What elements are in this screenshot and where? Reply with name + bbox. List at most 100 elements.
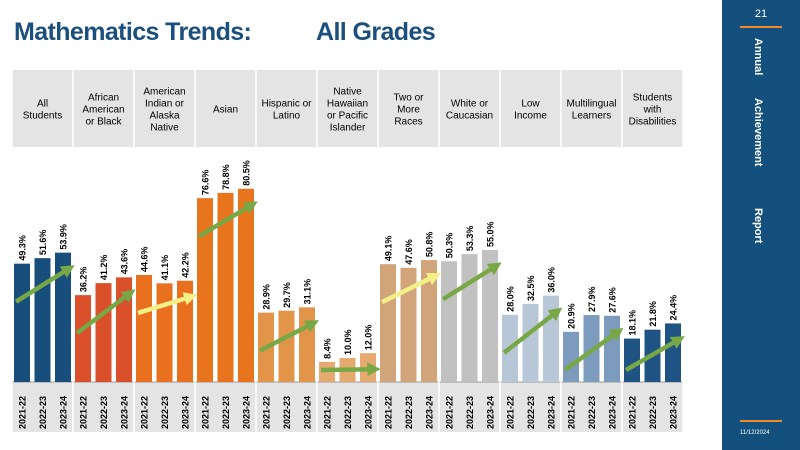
trend-arrow [441,262,502,302]
year-label: 2021-22 [384,396,394,429]
bar [461,254,478,382]
value-label: 80.5% [242,160,252,186]
year-label: 2023-24 [120,396,130,429]
group-label: Indian or [145,99,185,110]
group-label: Asian [213,105,238,116]
value-label: 18.1% [628,310,638,336]
group-label: or Black [85,117,122,128]
year-label: 2021-22 [567,396,577,429]
value-label: 41.2% [99,255,109,281]
group-label: Native [150,123,179,134]
value-label: 28.9% [262,284,272,310]
year-label: 2022-23 [99,396,109,429]
year-label: 2023-24 [303,396,313,429]
year-label: 2023-24 [547,396,557,429]
group-label: with [643,105,662,116]
group-label: Hawaiian [327,99,368,110]
value-label: 20.9% [567,303,577,329]
value-label: 36.0% [547,267,557,293]
year-label: 2022-23 [404,396,414,429]
year-label: 2022-23 [343,396,353,429]
value-label: 53.9% [59,224,69,250]
value-label: 42.2% [181,252,191,278]
bar [421,260,437,382]
value-label: 78.8% [221,164,231,190]
trend-arrow [75,289,136,335]
year-label: 2021-22 [18,396,28,429]
group-label: More [397,105,420,116]
group-label: Learners [572,111,611,122]
bar [75,295,91,382]
page-title: Mathematics Trends: All Grades [14,18,436,54]
trend-arrow [381,273,442,305]
value-label: 29.7% [282,282,292,308]
bar [177,280,193,382]
value-label: 47.6% [404,239,414,265]
trend-arrow [137,292,198,316]
bar [604,315,620,382]
value-label: 28.0% [506,286,516,312]
year-label: 2022-23 [465,396,475,429]
year-label: 2021-22 [445,396,455,429]
bar [299,307,315,382]
trend-arrow [258,320,320,353]
sidebar-word-annual: Annual [752,38,764,76]
bar-chart: AllStudents49.3%2021-2251.6%2022-2353.9%… [11,70,685,432]
bar [197,198,213,382]
trend-arrow [197,201,258,239]
year-label: 2023-24 [608,396,618,429]
bar [624,338,640,382]
year-label: 2022-23 [526,396,536,429]
year-label: 2022-23 [160,396,170,429]
bar [400,267,417,382]
group-label: American [143,87,185,98]
year-label: 2021-22 [262,396,272,429]
value-label: 49.1% [384,236,394,262]
year-label: 2022-23 [38,396,48,429]
value-label: 44.6% [140,246,150,272]
bar [136,274,152,382]
group-label: Races [394,117,422,128]
group-label: Students [23,111,62,122]
year-label: 2021-22 [323,396,333,429]
value-label: 55.0% [486,221,496,247]
year-label: 2021-22 [140,396,150,429]
page-number: 21 [754,8,768,20]
value-label: 27.9% [587,287,597,313]
date-label: 11/12/2024 [740,430,770,436]
value-label: 76.6% [201,170,211,196]
sidebar: 21 Annual Achievement Report 11/12/2024 [722,0,800,450]
year-label: 2021-22 [628,396,638,429]
group-label: or Pacific [327,111,368,122]
bottom-divider [740,420,782,422]
year-label: 2022-23 [282,396,292,429]
group-label: American [82,105,124,116]
bar [95,283,112,382]
value-label: 49.3% [18,235,28,261]
value-label: 8.4% [323,338,333,359]
group-label: Two or [393,93,424,104]
value-label: 24.4% [669,295,679,321]
value-label: 12.0% [364,325,374,351]
group-label: Hispanic or [261,99,312,110]
trend-arrow [502,307,563,355]
bar [14,263,30,382]
bar [380,264,396,382]
group-label: Latino [273,111,301,122]
sidebar-word-achievement: Achievement [752,98,764,167]
bar [563,331,579,382]
bar [522,304,539,382]
group-label: Disabilities [629,117,677,128]
top-divider [740,26,782,28]
value-label: 50.3% [445,233,455,259]
year-label-band [12,382,683,432]
group-label: Alaska [149,111,179,122]
group-label: Students [633,93,672,104]
value-label: 41.1% [160,255,170,281]
group-label: Multilingual [566,99,616,110]
group-label: White or [451,99,489,110]
value-label: 31.1% [303,279,313,305]
value-label: 10.0% [343,329,353,355]
trend-arrow [624,336,685,372]
value-label: 32.5% [526,275,536,301]
